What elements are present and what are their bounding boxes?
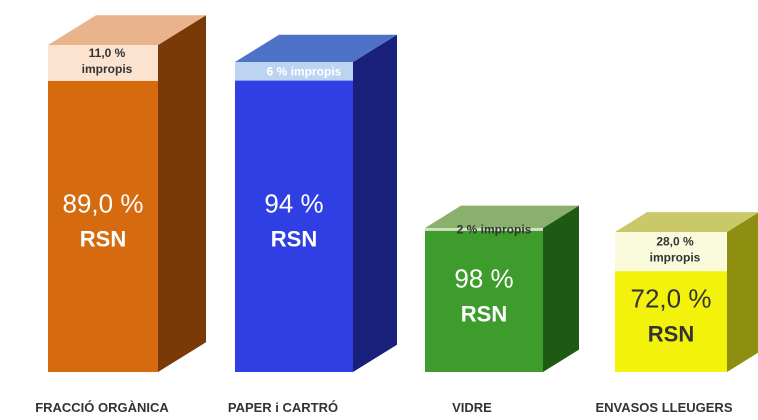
bar-rsn-percent-label: 94 % (264, 188, 323, 218)
bar-rsn-name-label: RSN (80, 226, 126, 251)
bar-rsn-segment (615, 271, 727, 372)
bar-side-face (158, 15, 206, 373)
bar-impropis-label: 2 % impropis (457, 222, 532, 236)
category-label: PAPER i CARTRÓ (228, 400, 338, 415)
bar-impropis-label: impropis (82, 62, 133, 76)
bar-impropis-label: impropis (650, 251, 701, 265)
bar-rsn-name-label: RSN (648, 322, 694, 347)
bar-impropis-segment (425, 228, 543, 231)
bar-top-face (425, 205, 579, 228)
category-label: FRACCIÓ ORGÀNICA (35, 400, 169, 415)
category-label: ENVASOS LLEUGERS (595, 400, 732, 415)
bar-impropis-segment (235, 62, 353, 81)
bar-rsn-segment (425, 230, 543, 372)
bar-side-face (727, 212, 758, 372)
bar-side-face (353, 34, 397, 372)
bar-impropis-label: 6 % impropis (267, 64, 342, 78)
bar-impropis-segment (615, 232, 727, 272)
bar-impropis-label: 11,0 % (89, 46, 126, 60)
bar-impropis-label: 28,0 % (656, 235, 694, 249)
bar-rsn-name-label: RSN (461, 301, 507, 326)
bar-side-face (543, 205, 579, 372)
bar-top-face (615, 212, 758, 232)
bar-rsn-segment (48, 80, 158, 372)
bar-top-face (48, 15, 206, 45)
bar-rsn-percent-label: 89,0 % (63, 188, 144, 218)
bar-rsn-percent-label: 98 % (454, 263, 513, 293)
bar-rsn-segment (235, 80, 353, 372)
bar-rsn-name-label: RSN (271, 226, 317, 251)
category-label: VIDRE (452, 400, 492, 415)
bar-top-face (235, 34, 397, 62)
bar-rsn-percent-label: 72,0 % (631, 284, 712, 314)
bar-impropis-segment (48, 45, 158, 81)
